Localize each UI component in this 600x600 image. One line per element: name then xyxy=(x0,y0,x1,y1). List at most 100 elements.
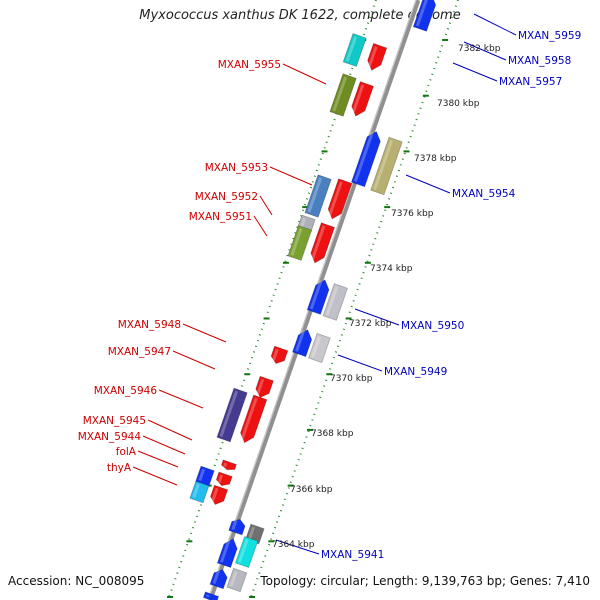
label-mxan-5953[interactable]: MXAN_5953 xyxy=(205,162,268,174)
gene-grey-5941b-body xyxy=(226,567,248,593)
gene-olive[interactable] xyxy=(329,73,357,117)
gene-khaki-5954[interactable] xyxy=(370,136,403,196)
label-mxan-5941[interactable]: MXAN_5941 xyxy=(321,549,384,561)
gene-blue-5954a[interactable] xyxy=(350,129,383,188)
gene-blue-5941a-shade xyxy=(231,519,238,531)
label-thya[interactable]: thyA xyxy=(107,462,132,474)
kbp-label: 7368 kbp xyxy=(311,429,354,439)
gene-red-5945[interactable] xyxy=(238,394,268,445)
gene-red-5953-body xyxy=(327,178,353,220)
gene-red-5947[interactable] xyxy=(269,345,289,366)
gene-blue-5949-body xyxy=(292,329,313,358)
label-mxan-5946[interactable]: MXAN_5946 xyxy=(94,385,158,397)
gene-red-folA-shade xyxy=(217,474,224,484)
gene-steel-5953-body xyxy=(304,174,332,218)
gene-red-5951[interactable] xyxy=(308,222,336,265)
gene-blue-5949[interactable] xyxy=(292,327,315,358)
gene-cyan-body xyxy=(342,33,367,67)
gene-blue-5941a[interactable] xyxy=(228,517,247,536)
label-mxan-5948[interactable]: MXAN_5948 xyxy=(118,319,181,331)
gene-red-5944-body xyxy=(220,459,237,471)
kbp-label: 7380 kbp xyxy=(437,99,480,109)
gene-olive-body xyxy=(329,73,357,117)
label-mxan-5957[interactable]: MXAN_5957 xyxy=(499,76,562,88)
gene-khaki-5954-shade xyxy=(373,139,394,190)
gene-grey-5949[interactable] xyxy=(308,332,331,364)
label-mxan-5958[interactable]: MXAN_5958 xyxy=(508,55,571,67)
gene-cyan[interactable] xyxy=(342,33,367,67)
gene-red-5946[interactable] xyxy=(254,375,274,399)
gene-blue-5941c-shade xyxy=(212,569,221,584)
label-mxan-5950[interactable]: MXAN_5950 xyxy=(401,320,464,332)
gene-blue-5941b-body xyxy=(216,538,238,569)
gene-khaki-5954-body xyxy=(370,136,403,196)
gene-top-minus-body xyxy=(412,0,437,32)
gene-cyan-5941-body xyxy=(234,535,259,569)
gene-top-minus[interactable] xyxy=(412,0,438,32)
gene-red-5955b-shade xyxy=(351,84,365,114)
gene-blue-bottom-shade xyxy=(205,594,210,598)
leader-line xyxy=(337,354,383,372)
gene-grey-5949-shade xyxy=(311,335,322,358)
label-mxan-5959[interactable]: MXAN_5959 xyxy=(518,30,581,42)
gene-grey-5952-shade xyxy=(299,217,307,229)
map-title: Myxococcus xanthus DK 1622, complete gen… xyxy=(139,8,461,23)
gene-red-folA-body xyxy=(215,471,233,487)
gene-olive-5951[interactable] xyxy=(287,225,313,261)
gene-red-thyA-shade xyxy=(211,487,219,502)
label-mxan-5952[interactable]: MXAN_5952 xyxy=(195,191,258,203)
gene-red-5955b-body xyxy=(351,81,374,117)
gene-cyan-shade xyxy=(345,36,358,62)
label-mxan-5945[interactable]: MXAN_5945 xyxy=(83,415,146,427)
gene-blue-5941c-body xyxy=(209,568,228,590)
gene-red-5955a[interactable] xyxy=(365,42,388,72)
gene-navy-5946[interactable] xyxy=(216,387,248,443)
leader-line xyxy=(253,215,268,237)
gene-olive-5951-shade xyxy=(290,228,303,256)
gene-red-5951-body xyxy=(310,222,336,264)
gene-red-5955a-shade xyxy=(367,45,378,68)
label-mxan-5955[interactable]: MXAN_5955 xyxy=(218,59,281,71)
leader-line xyxy=(137,450,179,468)
gene-red-thyA[interactable] xyxy=(209,484,229,507)
gene-blue-thyA-shade xyxy=(198,468,206,482)
gene-red-5944[interactable] xyxy=(220,459,237,472)
kbp-label: 7370 kbp xyxy=(330,374,373,384)
gene-blue-thyA-body xyxy=(195,465,215,487)
gene-blue-thyA[interactable] xyxy=(195,465,215,487)
gene-red-folA[interactable] xyxy=(215,471,233,488)
leader-line xyxy=(452,62,498,82)
leader-line xyxy=(405,174,451,194)
gene-cyan-thyA[interactable] xyxy=(189,480,210,504)
gene-blue-5941b[interactable] xyxy=(216,536,239,569)
label-mxan-5954[interactable]: MXAN_5954 xyxy=(452,188,516,200)
gene-cyan-5941[interactable] xyxy=(234,535,259,569)
label-fola[interactable]: folA xyxy=(116,446,137,458)
gene-blue-5950[interactable] xyxy=(306,278,331,315)
gene-red-5945-shade xyxy=(240,397,258,441)
dotted-guide-outer-right xyxy=(249,0,459,600)
label-mxan-5944[interactable]: MXAN_5944 xyxy=(78,431,142,443)
kbp-label: 7378 kbp xyxy=(414,154,457,164)
gene-blue-5941a-body xyxy=(228,518,246,536)
label-mxan-5951[interactable]: MXAN_5951 xyxy=(189,211,252,223)
gene-red-5946-body xyxy=(255,375,274,398)
gene-cyan-5941-shade xyxy=(237,539,249,563)
gene-grey-5941b-shade xyxy=(229,570,238,587)
label-mxan-5947[interactable]: MXAN_5947 xyxy=(108,346,171,358)
gene-red-5945-body xyxy=(240,394,268,444)
gene-blue-5949-shade xyxy=(295,329,306,352)
label-mxan-5949[interactable]: MXAN_5949 xyxy=(384,366,447,378)
gene-red-5944-shade xyxy=(223,462,228,468)
gene-grey-5941b[interactable] xyxy=(226,567,248,593)
kbp-label: 7376 kbp xyxy=(391,209,434,219)
gene-red-5953[interactable] xyxy=(326,178,353,221)
gene-blue-5941c[interactable] xyxy=(209,567,229,590)
gene-blue-5954a-body xyxy=(350,130,381,188)
kbp-label: 7374 kbp xyxy=(370,264,413,274)
gene-blue-5950-shade xyxy=(309,280,323,310)
gene-red-5955b[interactable] xyxy=(349,81,374,119)
gene-grey-5950[interactable] xyxy=(322,283,348,321)
gene-grey-5941-shade xyxy=(248,526,255,540)
gene-steel-5953[interactable] xyxy=(304,174,332,218)
